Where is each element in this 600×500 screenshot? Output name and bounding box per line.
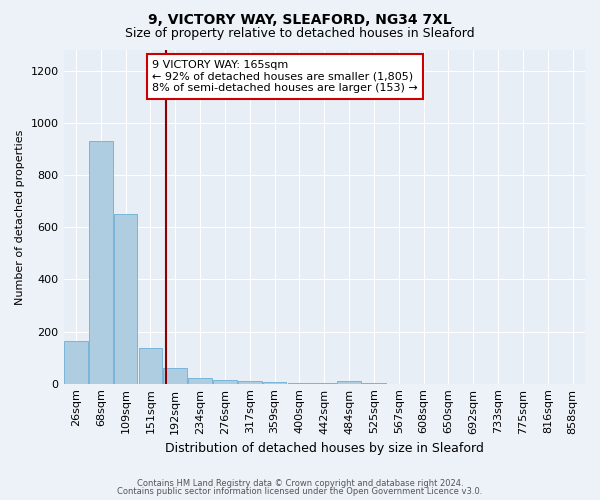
Bar	[188, 378, 212, 384]
Bar	[139, 348, 162, 384]
Bar	[362, 383, 386, 384]
Bar	[64, 340, 88, 384]
Text: Contains public sector information licensed under the Open Government Licence v3: Contains public sector information licen…	[118, 487, 482, 496]
Bar	[337, 381, 361, 384]
Text: Size of property relative to detached houses in Sleaford: Size of property relative to detached ho…	[125, 28, 475, 40]
Bar	[238, 382, 262, 384]
Text: Contains HM Land Registry data © Crown copyright and database right 2024.: Contains HM Land Registry data © Crown c…	[137, 478, 463, 488]
Bar	[263, 382, 286, 384]
Bar	[163, 368, 187, 384]
Text: 9, VICTORY WAY, SLEAFORD, NG34 7XL: 9, VICTORY WAY, SLEAFORD, NG34 7XL	[148, 12, 452, 26]
X-axis label: Distribution of detached houses by size in Sleaford: Distribution of detached houses by size …	[165, 442, 484, 455]
Bar	[89, 141, 113, 384]
Bar	[313, 383, 336, 384]
Bar	[114, 214, 137, 384]
Y-axis label: Number of detached properties: Number of detached properties	[15, 129, 25, 304]
Bar	[287, 383, 311, 384]
Text: 9 VICTORY WAY: 165sqm
← 92% of detached houses are smaller (1,805)
8% of semi-de: 9 VICTORY WAY: 165sqm ← 92% of detached …	[152, 60, 418, 93]
Bar	[213, 380, 237, 384]
